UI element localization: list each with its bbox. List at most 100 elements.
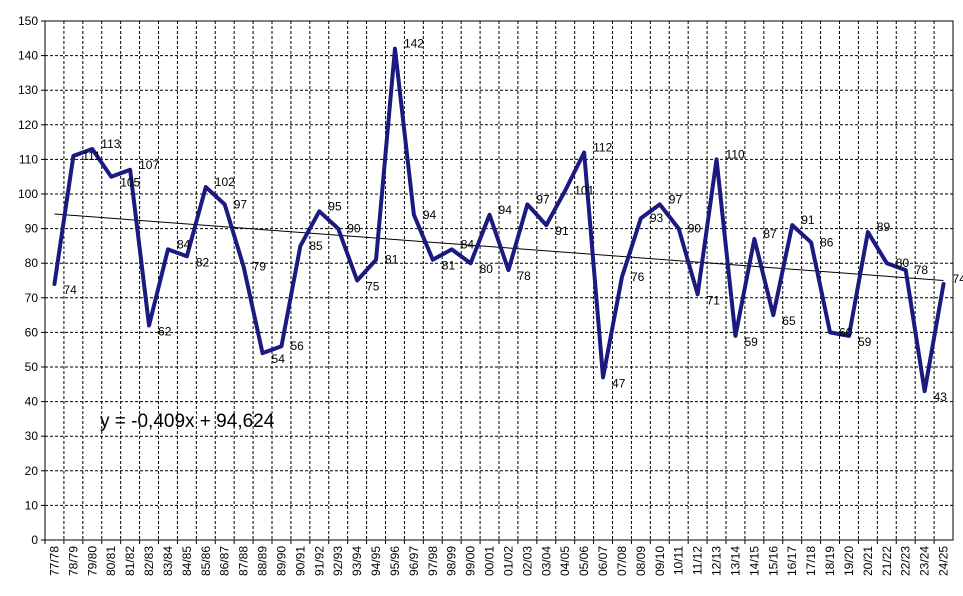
data-label: 75: [366, 280, 380, 294]
y-tick-label: 100: [18, 187, 38, 201]
x-tick-label: 19/20: [842, 546, 856, 576]
data-label: 47: [612, 376, 626, 390]
x-tick-label: 87/88: [237, 546, 251, 576]
data-label: 84: [177, 237, 191, 251]
x-tick-label: 98/99: [445, 546, 459, 576]
x-tick-label: 01/02: [501, 546, 515, 576]
data-label: 94: [423, 208, 437, 222]
x-tick-label: 23/24: [918, 546, 932, 576]
y-tick-label: 30: [25, 429, 39, 443]
y-tick-label: 110: [19, 152, 38, 166]
x-tick-label: 96/97: [407, 546, 421, 576]
x-tick-label: 16/17: [785, 546, 799, 576]
x-tick-label: 99/00: [464, 546, 478, 576]
data-label: 102: [215, 175, 235, 189]
series-line: [52, 46, 946, 394]
data-label: 59: [858, 335, 872, 349]
x-tick-label: 83/84: [161, 546, 175, 576]
y-tick-label: 0: [31, 533, 38, 547]
data-label: 86: [820, 235, 834, 249]
x-tick-label: 86/87: [218, 546, 232, 576]
data-label: 90: [688, 222, 702, 236]
data-label: 113: [101, 137, 120, 151]
x-tick-label: 02/03: [520, 546, 534, 576]
data-label: 97: [234, 197, 248, 211]
x-tick-label: 24/25: [937, 546, 951, 576]
y-tick-label: 20: [25, 464, 39, 478]
data-label: 74: [953, 272, 963, 286]
data-label: 78: [915, 263, 929, 277]
data-label: 93: [650, 211, 664, 225]
x-tick-label: 77/78: [47, 546, 61, 576]
data-label: 101: [574, 184, 594, 198]
data-label: 89: [877, 220, 891, 234]
gridlines: [45, 21, 953, 540]
x-tick-label: 00/01: [483, 546, 497, 576]
data-label: 111: [82, 149, 101, 163]
data-label: 78: [517, 269, 531, 283]
y-tick-label: 10: [25, 498, 39, 512]
x-tick-label: 06/07: [596, 546, 610, 576]
x-tick-label: 88/89: [256, 546, 270, 576]
data-label: 54: [272, 352, 286, 366]
data-label: 81: [442, 259, 456, 273]
y-tick-label: 50: [25, 360, 39, 374]
data-label: 142: [404, 37, 424, 51]
x-tick-label: 07/08: [615, 546, 629, 576]
data-label: 87: [763, 227, 777, 241]
data-label: 43: [934, 390, 948, 404]
data-label: 79: [253, 260, 267, 274]
data-label: 95: [328, 199, 342, 213]
x-tick-label: 13/14: [728, 546, 742, 576]
x-tick-label: 94/95: [369, 546, 383, 576]
x-tick-label: 03/04: [539, 546, 553, 576]
x-tick-label: 12/13: [710, 546, 724, 576]
x-tick-label: 93/94: [350, 546, 364, 576]
data-label: 91: [555, 224, 569, 238]
data-label: 107: [139, 158, 159, 172]
data-label: 97: [536, 192, 550, 206]
x-tick-label: 89/90: [274, 546, 288, 576]
y-tick-label: 120: [18, 118, 38, 132]
x-tick-label: 17/18: [804, 546, 818, 576]
x-tick-label: 78/79: [66, 546, 80, 576]
y-tick-label: 60: [25, 325, 39, 339]
x-axis-ticks: 77/78 78/79 79/80 80/81 81/82 82/83 83/84 84/85…: [44, 540, 951, 576]
x-tick-label: 95/96: [388, 546, 402, 576]
data-label: 90: [347, 222, 361, 236]
x-tick-label: 09/10: [653, 546, 667, 576]
data-label: 94: [499, 203, 513, 217]
series-group: [52, 46, 946, 394]
data-label: 65: [782, 314, 796, 328]
data-label: 62: [158, 324, 172, 338]
x-tick-label: 84/85: [180, 546, 194, 576]
x-tick-label: 81/82: [123, 546, 137, 576]
data-label: 112: [593, 140, 612, 154]
x-tick-label: 04/05: [558, 546, 572, 576]
x-tick-label: 08/09: [634, 546, 648, 576]
data-label: 85: [309, 239, 323, 253]
x-tick-label: 18/19: [823, 546, 837, 576]
data-label: 81: [385, 253, 399, 267]
y-tick-label: 140: [18, 49, 38, 63]
data-label: 59: [744, 335, 758, 349]
x-tick-label: 11/12: [691, 546, 705, 575]
x-tick-label: 85/86: [199, 546, 213, 576]
data-label: 91: [801, 213, 815, 227]
x-tick-label: 91/92: [312, 546, 326, 576]
y-tick-label: 80: [25, 256, 39, 270]
trendline-equation: y = -0,409x + 94,624: [100, 411, 275, 432]
x-tick-label: 97/98: [426, 546, 440, 576]
x-tick-label: 90/91: [293, 546, 307, 576]
x-tick-label: 79/80: [85, 546, 99, 576]
x-tick-label: 80/81: [104, 546, 118, 576]
x-tick-label: 10/11: [672, 546, 686, 575]
y-tick-label: 150: [18, 14, 38, 28]
data-label: 97: [669, 192, 683, 206]
data-label: 71: [707, 293, 721, 307]
x-tick-label: 20/21: [861, 546, 875, 576]
y-tick-label: 130: [18, 83, 38, 97]
data-label: 105: [120, 176, 140, 190]
